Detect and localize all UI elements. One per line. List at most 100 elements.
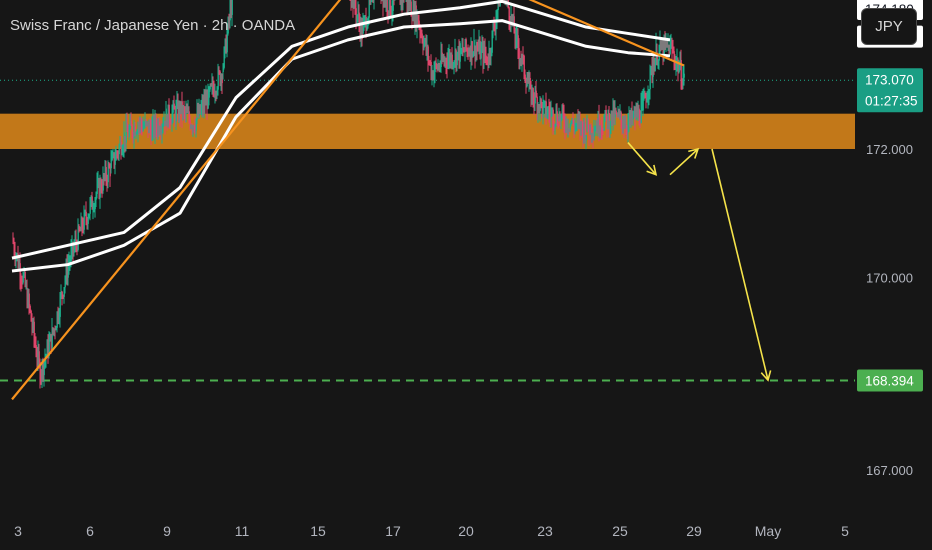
- candle-body: [109, 167, 111, 177]
- candle-body: [110, 160, 112, 169]
- candle-body: [609, 125, 611, 131]
- candle-body: [588, 129, 590, 135]
- candle-body: [563, 114, 565, 125]
- candle-body: [107, 166, 109, 183]
- candle-body: [98, 180, 100, 198]
- candle-body: [474, 46, 476, 58]
- candle-body: [211, 82, 213, 86]
- candle-body: [131, 125, 133, 135]
- candle-body: [92, 209, 94, 211]
- candle-body: [624, 124, 626, 129]
- candle-body: [422, 41, 424, 48]
- price-label-bg: [857, 369, 923, 392]
- candle-body: [527, 82, 529, 84]
- currency-button[interactable]: JPY: [861, 8, 917, 45]
- candle-body: [678, 67, 680, 73]
- y-tick-label: 172.000: [866, 142, 913, 157]
- candle-body: [124, 136, 126, 143]
- candle-body: [181, 101, 183, 117]
- candle-body: [105, 167, 107, 180]
- candle-body: [128, 128, 130, 137]
- candle-body: [415, 5, 417, 29]
- candle-body: [559, 114, 561, 122]
- candle-body: [78, 226, 80, 231]
- candle-body: [221, 76, 223, 84]
- candle-body: [494, 28, 496, 30]
- candle-body: [407, 0, 409, 6]
- candle-body: [508, 7, 510, 21]
- candle-body: [479, 41, 481, 59]
- candle-body: [204, 99, 206, 106]
- candle-body: [656, 52, 658, 64]
- candle-body: [430, 62, 432, 77]
- candle-body: [114, 160, 116, 165]
- candle-body: [614, 110, 616, 117]
- candle-body: [518, 48, 520, 60]
- candle-body: [637, 108, 639, 117]
- candle-body: [552, 109, 554, 125]
- candle-body: [493, 25, 495, 29]
- candle-body: [427, 46, 429, 61]
- candle-body: [100, 181, 102, 190]
- candle-body: [471, 41, 473, 58]
- candle-body: [607, 112, 609, 128]
- candle-body: [148, 123, 150, 133]
- candle-body: [53, 329, 55, 333]
- candle-body: [565, 118, 567, 130]
- candle-body: [517, 35, 519, 49]
- candle-body: [560, 114, 562, 122]
- candle-body: [127, 131, 129, 137]
- candle-body: [450, 54, 452, 63]
- candle-body: [581, 121, 583, 128]
- candle-body: [662, 43, 664, 58]
- candle-body: [106, 179, 108, 183]
- candle-body: [226, 33, 228, 53]
- candle-body: [532, 88, 534, 100]
- candle-body: [439, 67, 441, 69]
- candle-body: [458, 46, 460, 62]
- candle-body: [478, 41, 480, 50]
- candle-body: [433, 71, 435, 80]
- candle-body: [556, 111, 558, 124]
- candle-body: [66, 264, 68, 278]
- x-tick-label: 23: [537, 523, 553, 539]
- candle-body: [631, 110, 633, 120]
- candle-body: [582, 127, 584, 139]
- candle-body: [496, 10, 498, 19]
- candle-body: [481, 45, 483, 49]
- candle-body: [125, 123, 127, 143]
- candle-body: [612, 106, 614, 123]
- candle-body: [554, 123, 556, 126]
- candle-body: [522, 55, 524, 57]
- candle-body: [613, 106, 615, 121]
- candle-body: [158, 122, 160, 133]
- candle-body: [629, 113, 631, 121]
- candle-body: [537, 105, 539, 113]
- candle-body: [441, 52, 443, 61]
- price-label-text: 168.394: [865, 374, 914, 389]
- candle-body: [387, 10, 389, 14]
- candle-body: [130, 120, 132, 126]
- candle-body: [531, 88, 533, 102]
- candle-body: [228, 18, 230, 21]
- candle-body: [432, 71, 434, 80]
- candle-body: [79, 230, 81, 232]
- candle-body: [466, 49, 468, 51]
- candle-body: [618, 112, 620, 115]
- candle-body: [574, 124, 576, 129]
- candle-body: [677, 59, 679, 73]
- candle-body: [440, 52, 442, 68]
- candle-body: [200, 107, 202, 113]
- arrow-head: [646, 164, 658, 176]
- candle-body: [654, 59, 656, 72]
- candle-body: [591, 135, 593, 137]
- trendline-descending: [528, 0, 685, 67]
- candle-body: [219, 71, 221, 85]
- candle-body: [161, 126, 163, 133]
- candle-body: [647, 96, 649, 98]
- candle-body: [487, 63, 489, 67]
- candle-body: [491, 30, 493, 53]
- candle-body: [649, 67, 651, 90]
- candle-body: [389, 0, 391, 15]
